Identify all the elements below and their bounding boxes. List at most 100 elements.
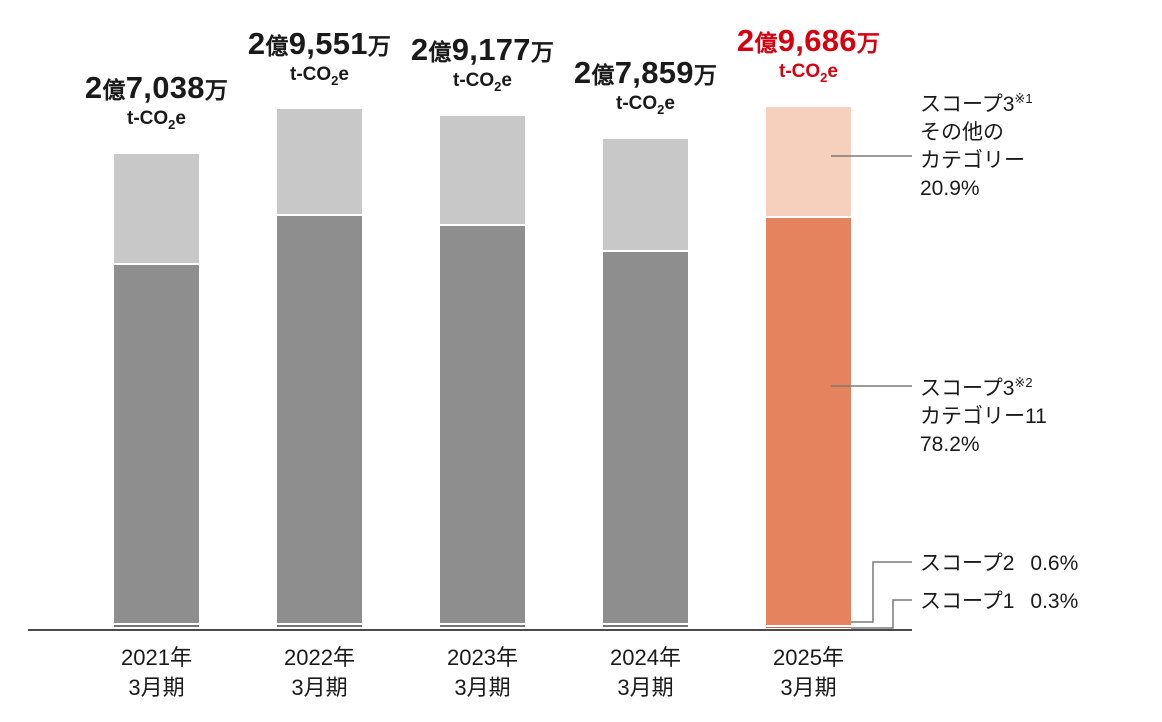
annotation-title: スコープ3※1: [920, 91, 1033, 116]
bar-total-label: 2億9,177万: [411, 32, 554, 68]
total-kanji: 万: [530, 39, 555, 66]
unit-sub: 2: [168, 116, 176, 132]
segment-scope3-other: [114, 153, 199, 264]
unit-sub: 2: [657, 102, 665, 118]
stacked-bar-2022: [277, 109, 362, 630]
total-kanji: 万: [204, 76, 229, 103]
segment-scope3-cat11: [277, 213, 362, 623]
bar-value-label: 2億7,038万 t-CO2e: [85, 70, 228, 132]
total-kanji: 万: [856, 29, 881, 56]
total-digit: 7,859: [614, 55, 694, 91]
x-axis-label-2023: 2023年 3月期: [447, 645, 518, 700]
unit-text: e: [501, 70, 512, 92]
total-kanji: 億: [265, 32, 289, 59]
segment-scope2: [603, 623, 688, 628]
unit-sub: 2: [331, 72, 339, 88]
unit-text: e: [664, 93, 675, 115]
bar-total-label: 2億7,859万: [574, 55, 717, 91]
unit-text: e: [338, 63, 349, 85]
stacked-bar-2021: [114, 153, 199, 630]
footnote-marker: ※1: [1014, 91, 1033, 106]
segment-scope1: [114, 627, 199, 630]
segment-scope2: [766, 624, 851, 628]
segment-scope2: [114, 623, 199, 628]
unit-text: t-CO: [127, 107, 169, 129]
bar-column-2023: 2億9,177万 t-CO2e: [401, 0, 564, 630]
x-axis-line: [28, 629, 912, 631]
unit-text: t-CO: [453, 70, 495, 92]
total-kanji: 億: [754, 29, 778, 56]
segment-scope3-other: [766, 106, 851, 216]
segment-scope1: [440, 626, 525, 630]
segment-scope2: [440, 622, 525, 627]
segment-scope3-other: [277, 109, 362, 214]
bar-unit-label: t-CO2e: [85, 108, 228, 132]
bar-total-label: 2億9,686万: [737, 23, 880, 59]
footnote-marker: ※2: [1014, 375, 1033, 390]
segment-scope3-cat11: [766, 215, 851, 625]
bar-column-2024: 2億7,859万 t-CO2e: [564, 0, 727, 630]
x-axis-label-2024: 2024年 3月期: [610, 645, 681, 700]
annotation-value: 78.2%: [920, 432, 980, 456]
annotation-scope3-other: スコープ3※1 その他の カテゴリー 20.9%: [920, 90, 1033, 203]
x-axis-label-2022: 2022年 3月期: [284, 645, 355, 700]
bar-column-2022: 2億9,551万 t-CO2e: [238, 0, 401, 630]
stacked-bar-2025: [766, 106, 851, 630]
bar-value-label: 2億9,551万 t-CO2e: [248, 26, 391, 88]
bar-unit-label: t-CO2e: [574, 93, 717, 117]
total-digit: 2: [410, 32, 429, 68]
stacked-bar-2024: [603, 139, 688, 630]
segment-scope3-cat11: [440, 223, 525, 623]
annotation-line: その他の: [920, 120, 1004, 144]
segment-scope2: [277, 622, 362, 627]
annotation-title: スコープ2: [920, 552, 1015, 575]
total-kanji: 万: [367, 32, 392, 59]
segment-scope1: [277, 626, 362, 630]
annotation-title: スコープ1: [920, 590, 1015, 613]
x-axis-label-2025: 2025年 3月期: [773, 645, 844, 700]
unit-text: e: [175, 107, 186, 129]
segment-scope3-other: [603, 139, 688, 250]
bar-total-label: 2億9,551万: [248, 26, 391, 62]
unit-sub: 2: [494, 79, 502, 94]
unit-text: e: [827, 60, 838, 82]
total-digit: 7,038: [125, 69, 205, 105]
segment-scope1: [603, 627, 688, 630]
bar-column-2025: 2億9,686万 t-CO2e: [727, 0, 890, 630]
annotation-line: カテゴリー11: [920, 404, 1047, 428]
bar-unit-label: t-CO2e: [737, 61, 880, 85]
segment-scope3-other: [440, 116, 525, 224]
total-kanji: 億: [428, 39, 452, 66]
total-digit: 9,686: [777, 22, 857, 58]
total-kanji: 億: [591, 62, 615, 89]
bar-value-label-highlight: 2億9,686万 t-CO2e: [737, 23, 880, 85]
stacked-bar-2023: [440, 116, 525, 630]
unit-text: t-CO: [616, 93, 658, 115]
bar-value-label: 2億7,859万 t-CO2e: [574, 55, 717, 117]
bar-value-label: 2億9,177万 t-CO2e: [411, 32, 554, 94]
total-digit: 2: [736, 22, 755, 58]
bar-total-label: 2億7,038万: [85, 70, 228, 106]
annotation-title: スコープ3※2: [920, 375, 1033, 400]
total-kanji: 億: [102, 76, 126, 103]
segment-scope3-cat11: [603, 249, 688, 624]
unit-text: t-CO: [290, 63, 332, 85]
bar-unit-label: t-CO2e: [411, 70, 554, 94]
annotation-scope1: スコープ1 0.3%: [920, 588, 1078, 616]
annotation-scope2: スコープ2 0.6%: [920, 550, 1078, 578]
total-digit: 2: [84, 69, 103, 105]
total-digit: 2: [573, 55, 592, 91]
x-axis-label-2021: 2021年 3月期: [121, 645, 192, 700]
annotation-value: 0.6%: [1030, 552, 1079, 575]
bar-column-2021: 2億7,038万 t-CO2e: [75, 0, 238, 630]
total-digit: 9,551: [288, 25, 368, 61]
unit-sub: 2: [820, 69, 828, 85]
total-digit: 9,177: [451, 32, 531, 68]
annotation-value: 0.3%: [1030, 590, 1079, 613]
total-digit: 2: [247, 25, 266, 61]
x-axis-labels: 2021年 3月期 2022年 3月期 2023年 3月期 2024年 3月期 …: [75, 643, 890, 702]
bar-unit-label: t-CO2e: [248, 64, 391, 88]
total-kanji: 万: [693, 62, 718, 89]
bars-area: 2億7,038万 t-CO2e 2億9,551万 t-CO2e: [75, 0, 890, 630]
